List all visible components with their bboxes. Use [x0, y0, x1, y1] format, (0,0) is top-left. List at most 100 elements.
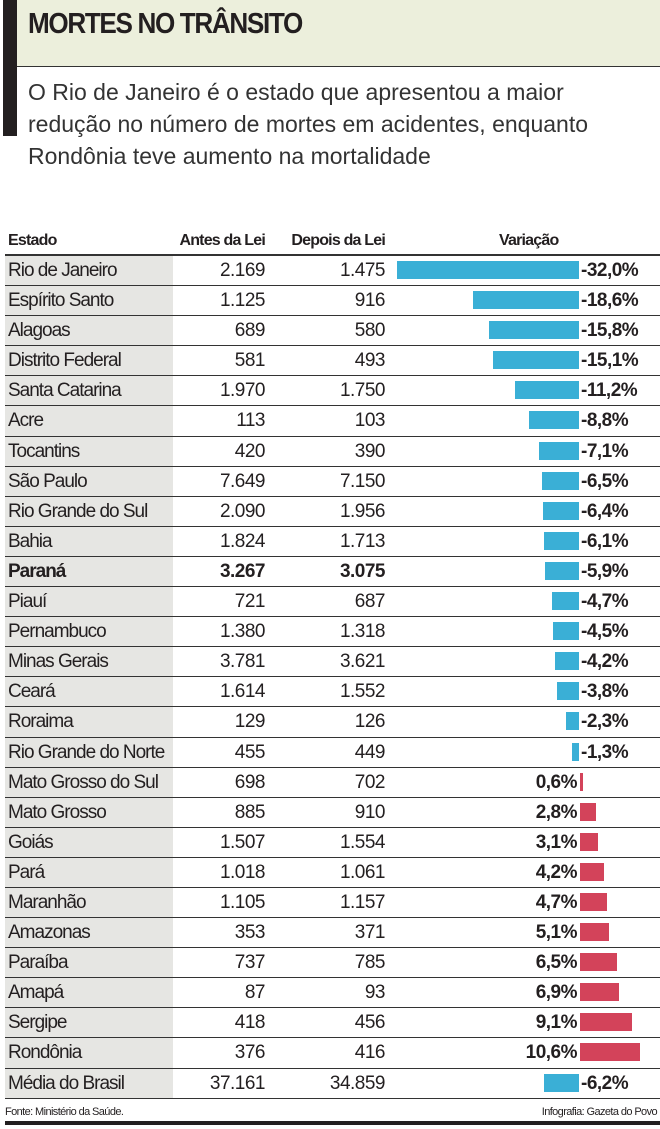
state-name: Amazonas	[5, 918, 173, 948]
value-depois: 7.150	[339, 470, 386, 492]
state-name: Mato Grosso do Sul	[5, 767, 173, 797]
variation-bar	[565, 712, 579, 731]
value-antes: 7.649	[219, 470, 266, 492]
state-name: Santa Catarina	[5, 376, 173, 406]
value-depois: 371	[354, 922, 386, 944]
value-antes: 1.824	[219, 530, 266, 552]
state-name: Espírito Santo	[5, 286, 173, 316]
value-depois: 456	[354, 1012, 386, 1034]
state-name: Maranhão	[5, 887, 173, 918]
table-row: Santa Catarina 1.970 1.750 -11,2%	[5, 376, 660, 407]
variation-label: 0,6%	[535, 771, 578, 793]
value-depois: 1.956	[339, 500, 386, 522]
value-antes: 1.018	[219, 861, 266, 883]
value-depois: 916	[354, 290, 386, 312]
variation-label: -6,1%	[581, 530, 629, 552]
value-depois: 3.075	[339, 560, 386, 582]
state-name: Tocantins	[5, 436, 173, 466]
value-antes: 37.161	[209, 1072, 266, 1094]
value-depois: 687	[354, 591, 386, 613]
table-row: Paraíba 737 785 6,5%	[5, 948, 660, 979]
variation-label: -6,4%	[581, 500, 629, 522]
page-title: MORTES NO TRÂNSITO	[28, 8, 303, 40]
table-row: Espírito Santo 1.125 916 -18,6%	[5, 286, 660, 317]
variation-bar	[580, 1043, 641, 1062]
state-name: Acre	[5, 406, 173, 436]
value-antes: 1.614	[219, 681, 266, 703]
variation-label: 9,1%	[535, 1012, 578, 1034]
variation-label: -4,5%	[581, 621, 629, 643]
variation-label: -6,5%	[581, 470, 629, 492]
state-name: Rio Grande do Sul	[5, 496, 173, 526]
value-depois: 1.552	[339, 681, 386, 703]
value-depois: 34.859	[329, 1072, 386, 1094]
state-name: Minas Gerais	[5, 647, 173, 677]
title-band	[17, 0, 660, 67]
header-variacao: Variação	[499, 232, 559, 249]
state-name: São Paulo	[5, 466, 173, 496]
value-antes: 1.105	[219, 891, 266, 913]
table-body: Rio de Janeiro 2.169 1.475 -32,0% Espírito S…	[5, 256, 660, 1099]
table-row: Pará 1.018 1.061 4,2%	[5, 857, 660, 888]
table-row: Piauí 721 687 -4,7%	[5, 587, 660, 618]
source-note: Fonte: Ministério da Saúde.	[5, 1106, 124, 1118]
value-antes: 87	[244, 982, 266, 1004]
value-antes: 3.267	[219, 560, 266, 582]
variation-bar	[538, 441, 579, 460]
value-depois: 1.318	[339, 621, 386, 643]
table-row: Ceará 1.614 1.552 -3,8%	[5, 677, 660, 708]
value-depois: 910	[354, 801, 386, 823]
variation-bar	[545, 561, 579, 580]
state-name: Rio Grande do Norte	[5, 737, 173, 767]
value-antes: 3.781	[219, 651, 266, 673]
value-antes: 885	[234, 801, 266, 823]
table-row: Paraná 3.267 3.075 -5,9%	[5, 556, 660, 588]
value-depois: 1.061	[339, 861, 386, 883]
value-antes: 113	[236, 410, 265, 432]
state-name: Pará	[5, 857, 173, 887]
table-row: Acre 113 103 -8,8%	[5, 406, 660, 437]
value-depois: 785	[354, 952, 386, 974]
table-row: São Paulo 7.649 7.150 -6,5%	[5, 466, 660, 497]
table-row: Média do Brasil 37.161 34.859 -6,2%	[5, 1068, 660, 1099]
value-depois: 580	[354, 320, 386, 342]
variation-bar	[571, 742, 579, 761]
variation-label: -11,2%	[581, 380, 638, 402]
value-depois: 702	[354, 771, 386, 793]
state-name: Paraíba	[5, 948, 173, 978]
variation-bar	[492, 351, 579, 370]
table-row: Rondônia 376 416 10,6%	[5, 1038, 660, 1069]
variation-label: -6,2%	[581, 1072, 629, 1094]
variation-label: 3,1%	[535, 831, 578, 853]
variation-label: -15,8%	[581, 320, 639, 342]
variation-bar	[472, 291, 579, 310]
value-depois: 1.750	[339, 380, 386, 402]
variation-bar	[580, 983, 620, 1002]
table-header: Estado Antes da Lei Depois da Lei Variaç…	[5, 228, 660, 256]
value-depois: 93	[364, 982, 386, 1004]
state-name: Ceará	[5, 677, 173, 707]
variation-bar	[580, 923, 610, 942]
table-row: Rio Grande do Sul 2.090 1.956 -6,4%	[5, 496, 660, 527]
table-row: Maranhão 1.105 1.157 4,7%	[5, 887, 660, 919]
value-depois: 1.713	[339, 530, 386, 552]
value-antes: 420	[234, 440, 266, 462]
variation-bar	[557, 682, 579, 701]
value-depois: 449	[354, 741, 386, 763]
value-antes: 2.169	[219, 260, 266, 281]
state-name: Roraima	[5, 707, 173, 737]
value-depois: 1.157	[339, 891, 386, 913]
state-name: Sergipe	[5, 1008, 173, 1038]
header-depois: Depois da Lei	[291, 232, 385, 249]
variation-label: -4,2%	[581, 651, 629, 673]
value-depois: 103	[354, 410, 386, 432]
state-name: Média do Brasil	[5, 1068, 173, 1098]
variation-label: 4,7%	[535, 891, 578, 913]
state-name: Distrito Federal	[5, 346, 173, 376]
variation-label: -5,9%	[581, 560, 629, 582]
state-name: Mato Grosso	[5, 797, 173, 827]
variation-label: -1,3%	[581, 741, 629, 763]
table-row: Amapá 87 93 6,9%	[5, 978, 660, 1009]
value-depois: 126	[354, 711, 386, 733]
table-row: Alagoas 689 580 -15,8%	[5, 316, 660, 347]
